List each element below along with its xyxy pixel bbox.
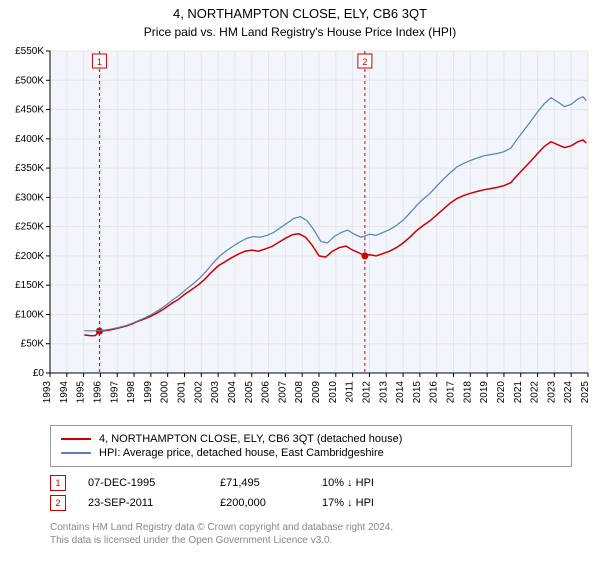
svg-text:2010: 2010: [328, 381, 339, 404]
svg-text:2008: 2008: [294, 381, 305, 404]
license-line: This data is licensed under the Open Gov…: [50, 534, 572, 547]
svg-text:2006: 2006: [261, 381, 272, 404]
price-chart: £0 £50K £100K £150K £200K £250K £300K £350K £400…: [0, 41, 600, 421]
svg-text:1994: 1994: [59, 381, 70, 404]
svg-text:1999: 1999: [143, 381, 154, 404]
svg-text:1995: 1995: [76, 381, 87, 404]
chart-subtitle: Price paid vs. HM Land Registry's House …: [0, 25, 600, 39]
sale-price: £200,000: [220, 497, 300, 509]
sale-date: 23-SEP-2011: [88, 497, 198, 509]
svg-text:2001: 2001: [177, 381, 188, 404]
svg-text:2021: 2021: [513, 381, 524, 404]
sale-date: 07-DEC-1995: [88, 477, 198, 489]
svg-text:£300K: £300K: [15, 192, 44, 203]
svg-text:2013: 2013: [378, 381, 389, 404]
svg-text:2002: 2002: [193, 381, 204, 404]
svg-text:2009: 2009: [311, 381, 322, 404]
svg-text:2: 2: [362, 57, 367, 67]
svg-text:2022: 2022: [530, 381, 541, 404]
page-title: 4, NORTHAMPTON CLOSE, ELY, CB6 3QT: [0, 6, 600, 21]
svg-text:1: 1: [97, 57, 102, 67]
legend-swatch-hpi: [61, 452, 91, 454]
svg-text:2018: 2018: [462, 381, 473, 404]
svg-text:2011: 2011: [345, 381, 356, 403]
svg-text:£550K: £550K: [15, 46, 44, 57]
legend-label-hpi: HPI: Average price, detached house, East…: [99, 447, 384, 459]
svg-text:£450K: £450K: [15, 105, 44, 116]
svg-text:2014: 2014: [395, 381, 406, 404]
legend-swatch-property: [61, 438, 91, 440]
sale-hpi-diff: 17% ↓ HPI: [322, 497, 374, 509]
svg-text:2023: 2023: [546, 381, 557, 404]
sale-row: 2 23-SEP-2011 £200,000 17% ↓ HPI: [50, 493, 572, 513]
legend-label-property: 4, NORTHAMPTON CLOSE, ELY, CB6 3QT (deta…: [99, 433, 402, 445]
svg-text:2024: 2024: [563, 381, 574, 404]
svg-text:1998: 1998: [126, 381, 137, 404]
sale-hpi-diff: 10% ↓ HPI: [322, 477, 374, 489]
sale-marker-icon: 1: [50, 475, 66, 491]
svg-text:£400K: £400K: [15, 134, 44, 145]
svg-text:£350K: £350K: [15, 163, 44, 174]
sales-table: 1 07-DEC-1995 £71,495 10% ↓ HPI 2 23-SEP…: [50, 473, 572, 513]
svg-text:1993: 1993: [42, 381, 53, 404]
license-line: Contains HM Land Registry data © Crown c…: [50, 521, 572, 534]
svg-text:£500K: £500K: [15, 75, 44, 86]
sale-row: 1 07-DEC-1995 £71,495 10% ↓ HPI: [50, 473, 572, 493]
legend-item-property: 4, NORTHAMPTON CLOSE, ELY, CB6 3QT (deta…: [61, 432, 561, 446]
svg-text:2020: 2020: [496, 381, 507, 404]
svg-text:2017: 2017: [446, 381, 457, 404]
svg-text:2016: 2016: [429, 381, 440, 404]
legend-item-hpi: HPI: Average price, detached house, East…: [61, 446, 561, 460]
svg-text:2004: 2004: [227, 381, 238, 404]
svg-text:1996: 1996: [92, 381, 103, 404]
svg-text:1997: 1997: [109, 381, 120, 404]
svg-text:2003: 2003: [210, 381, 221, 404]
sale-marker-icon: 2: [50, 495, 66, 511]
svg-text:£100K: £100K: [15, 309, 44, 320]
sale-price: £71,495: [220, 477, 300, 489]
legend: 4, NORTHAMPTON CLOSE, ELY, CB6 3QT (deta…: [50, 425, 572, 467]
svg-text:2015: 2015: [412, 381, 423, 404]
svg-text:2012: 2012: [361, 381, 372, 404]
svg-text:2007: 2007: [277, 381, 288, 404]
svg-text:£200K: £200K: [15, 251, 44, 262]
svg-text:£0: £0: [33, 368, 45, 379]
svg-text:2000: 2000: [160, 381, 171, 404]
svg-text:2005: 2005: [244, 381, 255, 404]
svg-text:£150K: £150K: [15, 280, 44, 291]
svg-text:2025: 2025: [580, 381, 591, 404]
svg-text:£50K: £50K: [21, 339, 45, 350]
svg-text:£250K: £250K: [15, 222, 44, 233]
svg-text:2019: 2019: [479, 381, 490, 404]
license-notice: Contains HM Land Registry data © Crown c…: [50, 521, 572, 547]
